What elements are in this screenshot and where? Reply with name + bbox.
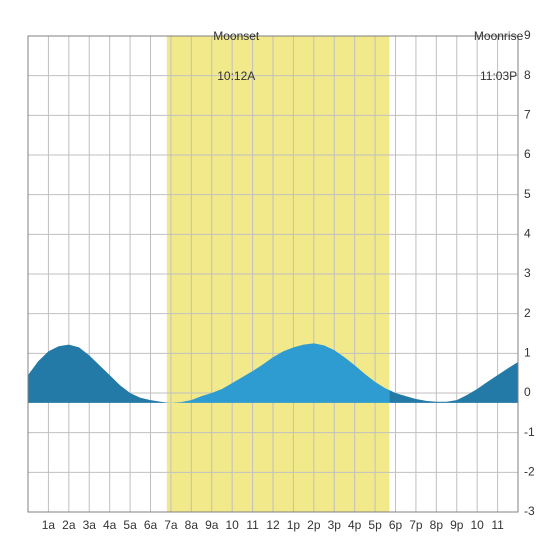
- annotation-moonset-time: 10:12A: [206, 70, 266, 83]
- y-tick-label: 7: [524, 108, 531, 122]
- x-tick-label: 2a: [62, 518, 76, 532]
- x-tick-label: 1a: [42, 518, 56, 532]
- y-tick-label: -2: [524, 465, 535, 479]
- y-tick-label: 2: [524, 306, 531, 320]
- annotation-moonrise: Moonrise 11:03P: [469, 4, 529, 96]
- y-tick-label: 1: [524, 346, 531, 360]
- x-tick-label: 5a: [123, 518, 137, 532]
- x-tick-label: 1p: [287, 518, 301, 532]
- x-tick-label: 3p: [328, 518, 342, 532]
- x-tick-label: 7a: [164, 518, 178, 532]
- y-tick-label: -3: [524, 504, 535, 518]
- y-tick-label: -1: [524, 425, 535, 439]
- annotation-moonrise-time: 11:03P: [469, 70, 529, 83]
- x-tick-label: 4a: [103, 518, 117, 532]
- x-tick-label: 9p: [450, 518, 464, 532]
- x-tick-label: 6p: [389, 518, 403, 532]
- x-tick-label: 8p: [430, 518, 444, 532]
- x-tick-label: 6a: [144, 518, 158, 532]
- x-tick-label: 9a: [205, 518, 219, 532]
- annotation-moonset-title: Moonset: [206, 30, 266, 43]
- x-tick-label: 8a: [185, 518, 199, 532]
- x-tick-label: 10: [225, 518, 239, 532]
- x-tick-label: 11: [491, 518, 504, 532]
- y-tick-label: 4: [524, 227, 531, 241]
- annotation-moonrise-title: Moonrise: [469, 30, 529, 43]
- annotation-moonset: Moonset 10:12A: [206, 4, 266, 96]
- tide-chart-container: { "chart": { "type": "area", "canvas": {…: [0, 0, 550, 550]
- x-tick-label: 5p: [368, 518, 382, 532]
- x-tick-label: 10: [470, 518, 484, 532]
- y-tick-label: 3: [524, 266, 531, 280]
- x-tick-label: 7p: [409, 518, 423, 532]
- y-tick-label: 0: [524, 385, 531, 399]
- x-tick-label: 11: [246, 518, 259, 532]
- y-tick-label: 5: [524, 187, 531, 201]
- tide-chart-svg: -3-2-101234567891a2a3a4a5a6a7a8a9a101112…: [0, 0, 550, 550]
- x-tick-label: 4p: [348, 518, 362, 532]
- x-tick-label: 2p: [307, 518, 321, 532]
- x-tick-label: 12: [266, 518, 280, 532]
- y-tick-label: 6: [524, 147, 531, 161]
- x-tick-label: 3a: [83, 518, 97, 532]
